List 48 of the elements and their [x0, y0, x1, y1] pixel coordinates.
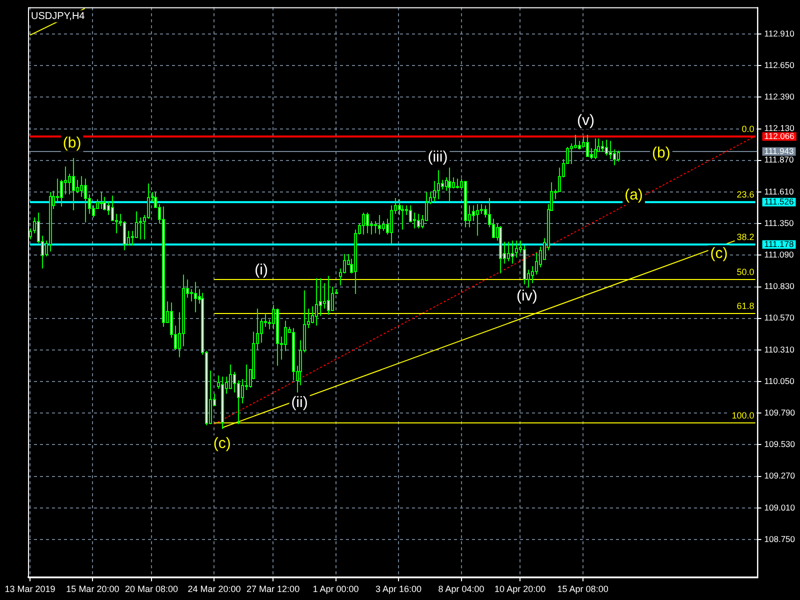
- y-tick-label: 111.178: [764, 238, 794, 249]
- x-tick-label: 13 Mar 2019: [4, 584, 56, 594]
- annotation: (b): [652, 144, 670, 162]
- series-label: 23.6: [736, 190, 754, 200]
- x-tick-label: 3 Apr 16:00: [375, 584, 422, 594]
- x-tick-label: 20 Mar 08:00: [124, 584, 178, 594]
- x-tick-label: 15 Mar 20:00: [66, 584, 120, 594]
- annotation: (ii): [291, 394, 308, 411]
- chart-title: USDJPY,H4: [31, 11, 86, 22]
- y-tick-label: 112.650: [764, 60, 795, 70]
- y-tick-label: 111.090: [764, 250, 794, 260]
- x-tick-label: 10 Apr 20:00: [494, 584, 546, 594]
- y-tick-label: 112.130: [764, 123, 795, 134]
- y-tick-label: 110.830: [764, 281, 795, 292]
- x-tick-label: 8 Apr 04:00: [438, 584, 484, 594]
- y-tick-label: 111.943: [764, 146, 794, 156]
- y-tick-label: 109.790: [764, 407, 796, 418]
- series-label: 100.0: [732, 410, 754, 420]
- x-tick-label: 1 Apr 00:00: [312, 584, 359, 594]
- annotation: (i): [254, 262, 268, 279]
- y-tick-label: 112.910: [764, 28, 795, 38]
- y-tick-label: 111.870: [764, 154, 794, 165]
- y-tick-label: 110.050: [764, 376, 795, 386]
- y-tick-label: 111.610: [764, 186, 794, 196]
- annotation: (c): [710, 244, 728, 262]
- annotation: (a): [624, 186, 643, 204]
- annotation: (c): [213, 435, 231, 452]
- series-label: 50.0: [736, 266, 754, 277]
- series-label: 0.0: [742, 124, 754, 134]
- y-tick-label: 109.010: [764, 502, 796, 512]
- annotation: (iii): [428, 148, 448, 166]
- annotation: (v): [576, 112, 594, 129]
- y-tick-label: 112.066: [764, 130, 795, 141]
- series-label: 61.8: [736, 300, 754, 311]
- y-tick-label: 109.530: [764, 439, 796, 450]
- y-tick-label: 111.350: [764, 218, 794, 228]
- y-tick-label: 111.526: [764, 196, 794, 207]
- annotation: (iv): [516, 287, 538, 304]
- y-tick-label: 110.310: [764, 344, 795, 354]
- x-tick-label: 15 Apr 08:00: [557, 584, 608, 594]
- annotation: (b): [62, 134, 82, 152]
- series-label: 38.2: [736, 232, 754, 242]
- x-tick-label: 24 Mar 20:00: [188, 584, 241, 594]
- y-tick-label: 108.750: [764, 534, 796, 544]
- y-tick-label: 109.270: [764, 470, 796, 481]
- y-tick-label: 110.570: [764, 312, 795, 323]
- y-tick-label: 112.390: [764, 92, 795, 102]
- x-tick-label: 27 Mar 12:00: [246, 584, 300, 594]
